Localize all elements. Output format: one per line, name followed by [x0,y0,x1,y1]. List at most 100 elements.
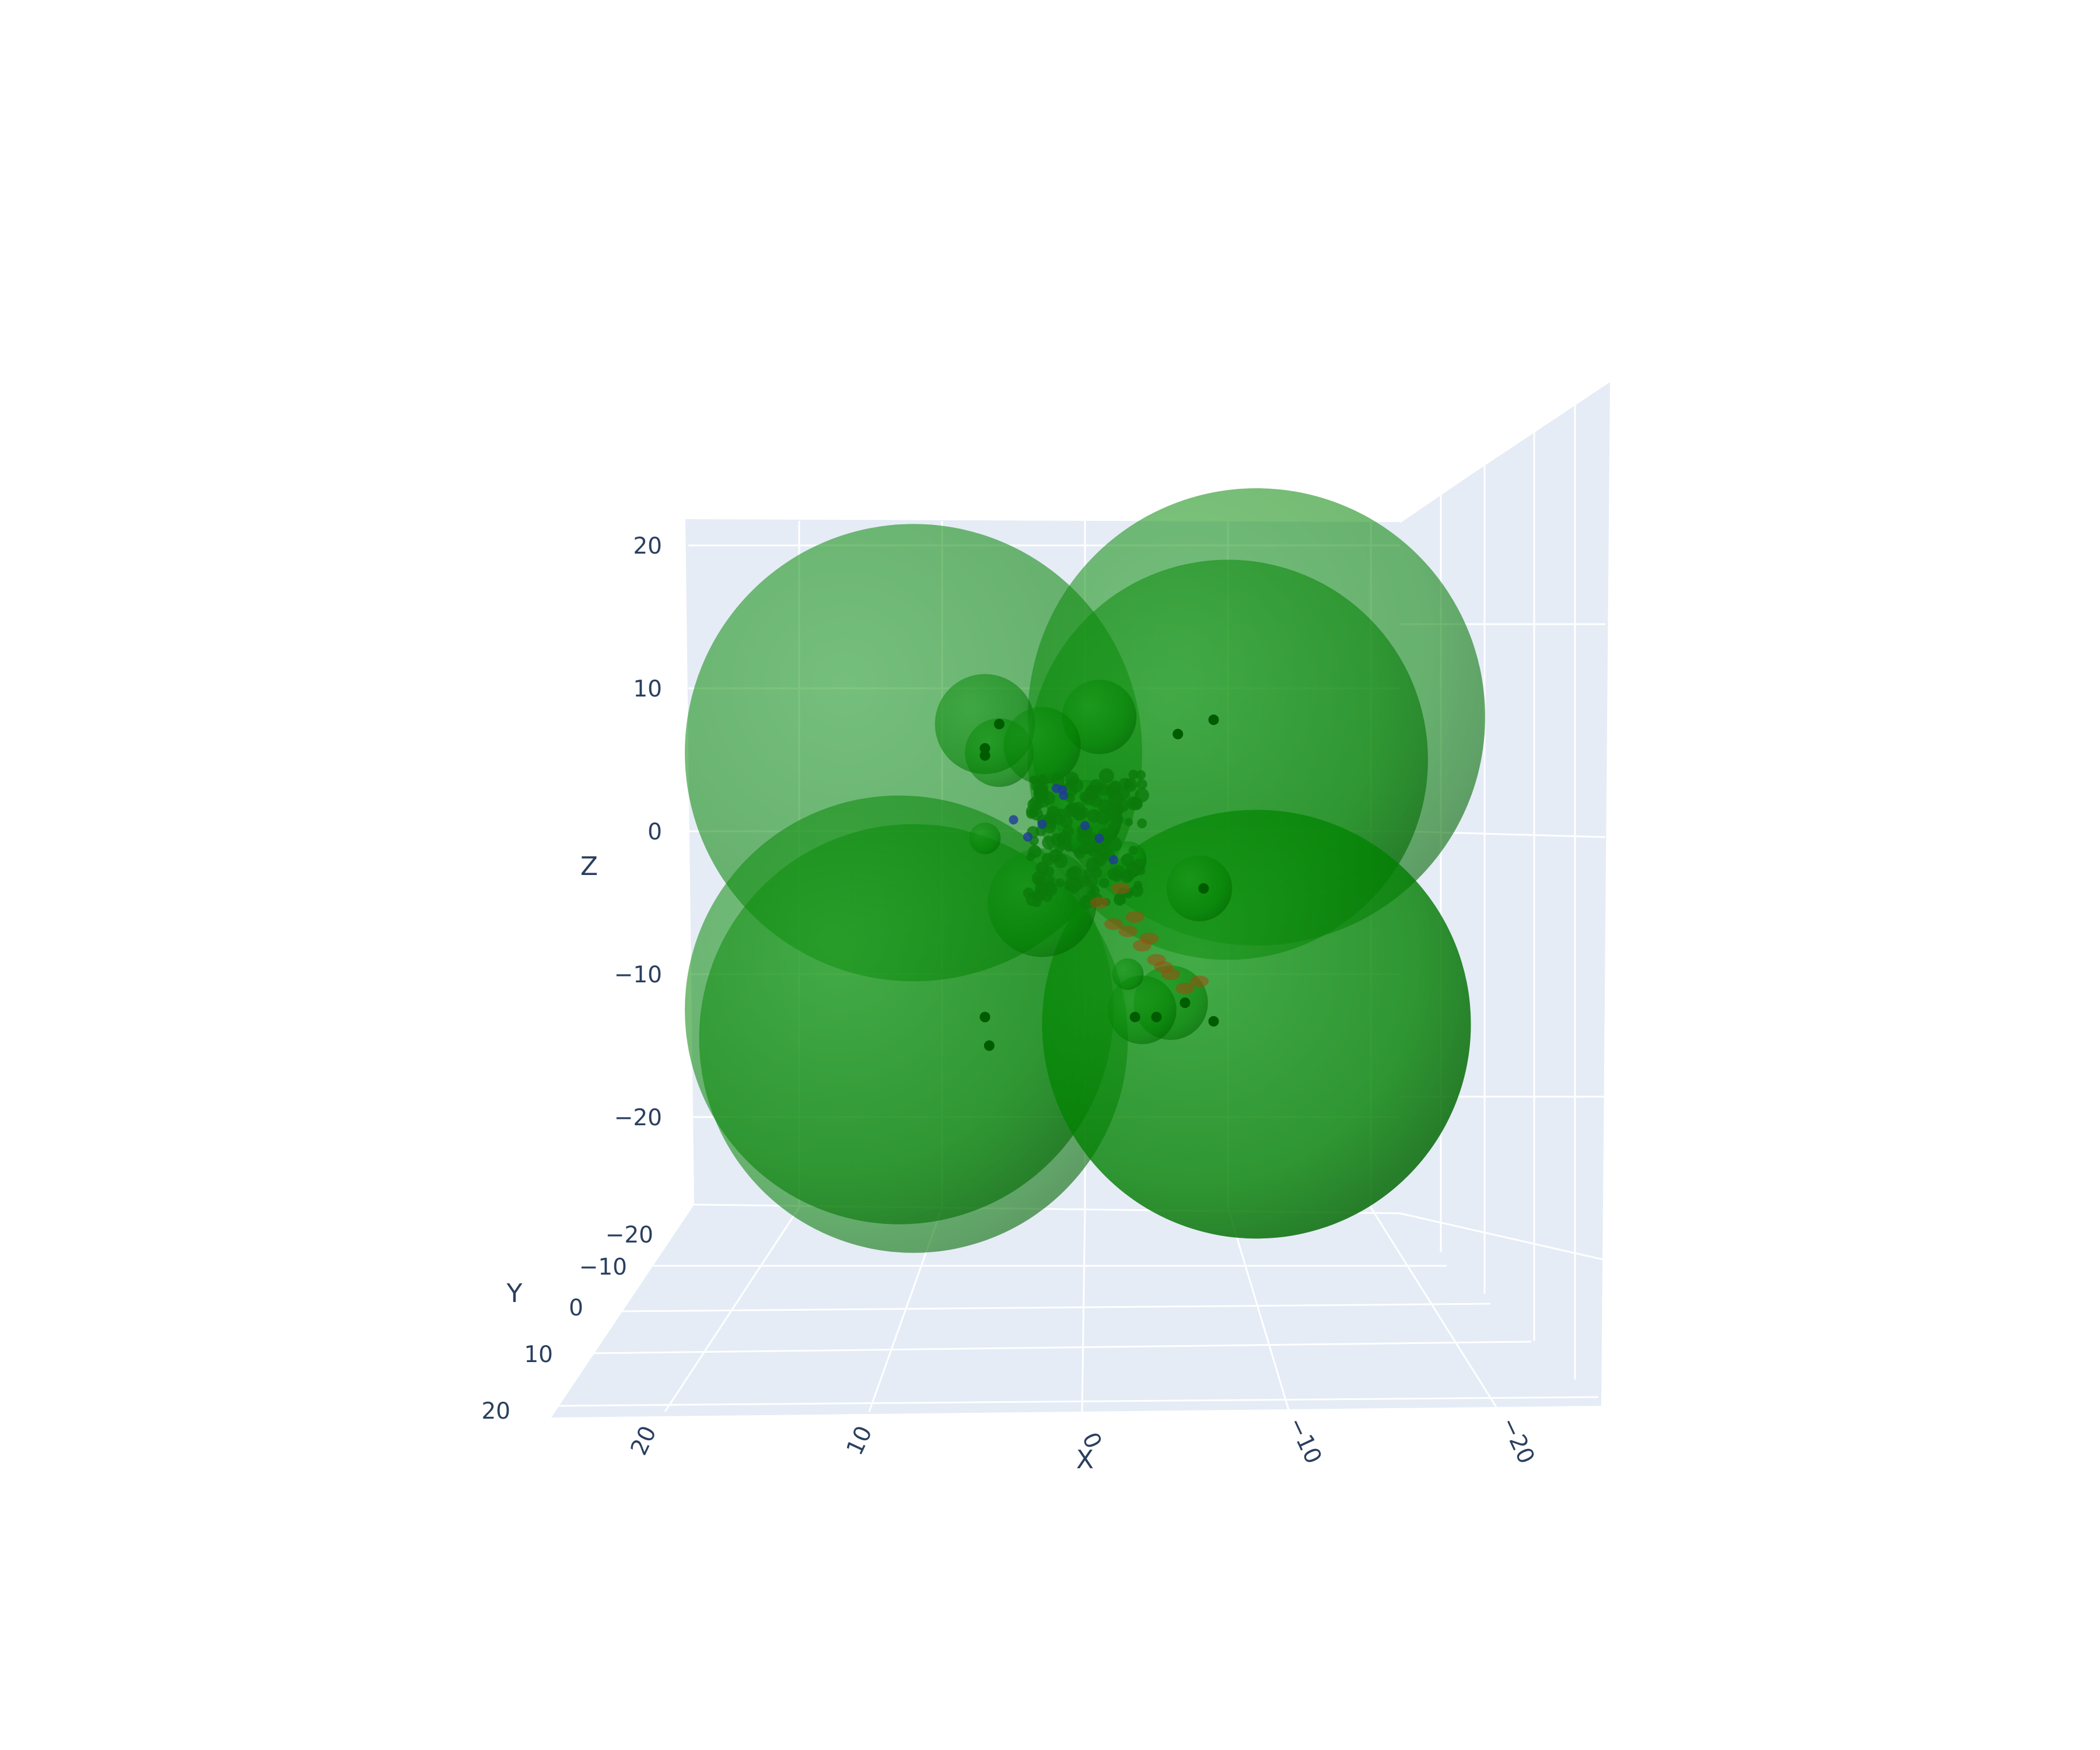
green-point[interactable] [1172,729,1184,740]
x-tick-label: −10 [1283,1413,1327,1468]
cluster-marker [1032,889,1045,903]
blue-point[interactable] [1023,832,1032,842]
green-point[interactable] [994,719,1005,730]
cluster-marker [1097,853,1107,863]
y-axis-title: Y [506,1279,523,1308]
cluster-marker [1132,799,1143,810]
sphere-markers [685,488,1485,1253]
cluster-marker [1137,779,1147,790]
y-tick-label: 20 [481,1398,510,1424]
cluster-marker [1079,895,1094,910]
z-tick-label: −10 [614,962,662,988]
green-point[interactable] [1208,1016,1219,1027]
cluster-marker [1123,778,1138,792]
green-point[interactable] [1208,714,1219,725]
cluster-marker [1136,770,1146,780]
cluster-marker [1107,836,1122,852]
green-point[interactable] [984,1040,995,1051]
blue-point[interactable] [1009,815,1019,825]
sphere-marker[interactable] [1112,958,1144,990]
blue-point[interactable] [1037,819,1047,829]
floor-plane [551,1205,1601,1418]
y-tick-label: 10 [524,1342,553,1368]
sphere-marker[interactable] [969,822,1001,855]
cluster-marker [1046,876,1055,886]
cluster-marker [1065,882,1073,891]
cluster-marker [1110,812,1121,824]
cluster-marker [1099,878,1110,888]
cluster-marker [1066,867,1079,880]
cluster-marker [1073,879,1084,890]
x-tick-label: −20 [1496,1413,1540,1468]
y-tick-label: −20 [606,1222,653,1248]
cluster-marker [1117,788,1130,801]
cluster-marker [1128,769,1139,780]
orange-point[interactable] [1111,883,1130,894]
cluster-marker [1063,805,1076,817]
cluster-marker [1130,884,1144,897]
cluster-marker [1037,774,1048,785]
cluster-marker [1042,892,1052,902]
z-tick-label: 0 [648,819,662,845]
z-tick-label: 20 [633,533,662,559]
orange-point[interactable] [1118,925,1138,937]
sphere-marker[interactable] [1042,810,1471,1239]
cluster-marker [1125,818,1133,827]
green-point[interactable] [1151,1012,1162,1023]
cluster-marker [1065,772,1079,786]
z-axis-ticks: 20 10 0 −10 −20 [614,533,662,1131]
sphere-marker[interactable] [1062,680,1137,754]
cluster-marker [1082,792,1096,806]
cluster-marker [1089,779,1103,793]
cluster-marker [1041,791,1055,805]
cluster-marker [1137,818,1147,828]
cluster-marker [1135,788,1149,803]
blue-point[interactable] [1057,785,1067,794]
blue-point[interactable] [1094,834,1104,844]
cluster-marker [1026,852,1035,862]
cluster-marker [1090,886,1100,896]
cluster-marker [1042,835,1056,850]
green-point[interactable] [979,750,991,761]
cluster-marker [1078,807,1090,818]
cluster-marker [1064,844,1073,852]
z-axis-title: Z [580,852,598,881]
x-axis-title: X [1076,1445,1094,1475]
y-tick-label: 0 [569,1295,583,1321]
orange-point[interactable] [1140,932,1159,944]
cluster-marker [1114,893,1126,906]
sphere-marker[interactable] [1003,706,1081,785]
cluster-marker [1107,867,1120,881]
orange-point[interactable] [1190,975,1209,988]
cluster-marker [1100,838,1111,849]
cluster-marker [1057,831,1072,846]
cluster-marker [1083,869,1092,878]
cluster-marker [1033,788,1044,797]
cluster-marker [1055,878,1065,888]
orange-point[interactable] [1125,911,1144,923]
cluster-marker [1126,862,1141,877]
orange-point[interactable] [1104,918,1123,930]
green-point[interactable] [1180,998,1191,1008]
orange-point[interactable] [1175,982,1195,995]
cluster-marker [1041,852,1055,866]
blue-point[interactable] [1109,855,1118,864]
cluster-marker [1051,773,1065,787]
blue-point[interactable] [1080,821,1090,831]
z-tick-label: 10 [633,676,662,702]
cluster-marker [1128,845,1138,855]
orange-point[interactable] [1154,961,1173,973]
orange-point[interactable] [1090,897,1109,909]
cluster-marker [1115,799,1129,813]
green-point[interactable] [1129,1012,1140,1023]
green-point[interactable] [1198,883,1209,894]
point-markers [979,714,1219,1051]
sphere-marker[interactable] [1108,975,1177,1045]
cluster-marker [1026,808,1037,819]
cluster-marker [1054,853,1068,869]
cluster-marker [1084,874,1098,888]
green-point[interactable] [979,1012,991,1023]
cluster-marker [1098,768,1114,784]
cluster-marker [1106,782,1121,797]
